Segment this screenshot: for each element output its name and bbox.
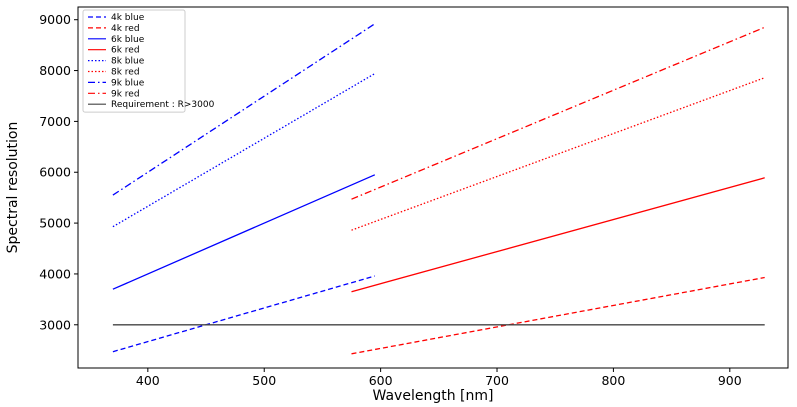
- legend-entry: 8k blue: [111, 57, 145, 67]
- legend-box: [82, 9, 186, 113]
- x-tick-label: 600: [369, 373, 393, 388]
- series-line-8k-red: [351, 77, 765, 231]
- legend-entry: 6k red: [111, 46, 140, 56]
- y-axis-ticks: 3000 4000 5000 6000 7000 8000 9000: [39, 12, 78, 332]
- plot-area: [77, 6, 789, 369]
- series-line-6k-red: [351, 177, 765, 293]
- series-line-4k-blue: [112, 275, 375, 353]
- y-tick-label: 3000: [39, 317, 71, 332]
- series-line-9k-red: [351, 26, 765, 200]
- legend-entry: 4k blue: [111, 13, 145, 23]
- x-tick-label: 700: [485, 373, 509, 388]
- legend-entry: 9k blue: [111, 78, 145, 88]
- x-tick-label: 400: [136, 373, 160, 388]
- y-tick-label: 7000: [39, 114, 71, 129]
- legend-entry: 8k red: [111, 68, 140, 78]
- series-line-4k-red: [351, 276, 765, 355]
- x-tick-label: 800: [601, 373, 625, 388]
- series-layer: [112, 23, 765, 355]
- x-axis-ticks: 400 500 600 700 800 900: [136, 368, 742, 388]
- legend-entry: Requirement : R>3000: [111, 100, 215, 110]
- x-tick-label: 900: [718, 373, 742, 388]
- y-tick-label: 5000: [39, 216, 71, 231]
- y-axis-label: Spectral resolution: [5, 122, 21, 254]
- x-axis-label: Wavelength [nm]: [373, 388, 494, 404]
- legend-entry: 9k red: [111, 89, 140, 99]
- y-tick-label: 4000: [39, 266, 71, 281]
- legend-entry: 4k red: [111, 24, 140, 34]
- series-line-9k-blue: [112, 23, 376, 196]
- y-tick-label: 8000: [39, 63, 71, 78]
- plot-frame: [77, 6, 789, 369]
- legend-entry: 6k blue: [111, 35, 145, 45]
- y-tick-label: 6000: [39, 165, 71, 180]
- series-line-8k-blue: [112, 73, 376, 228]
- x-tick-label: 500: [252, 373, 276, 388]
- series-line-6k-blue: [112, 174, 376, 290]
- y-tick-label: 9000: [39, 12, 71, 27]
